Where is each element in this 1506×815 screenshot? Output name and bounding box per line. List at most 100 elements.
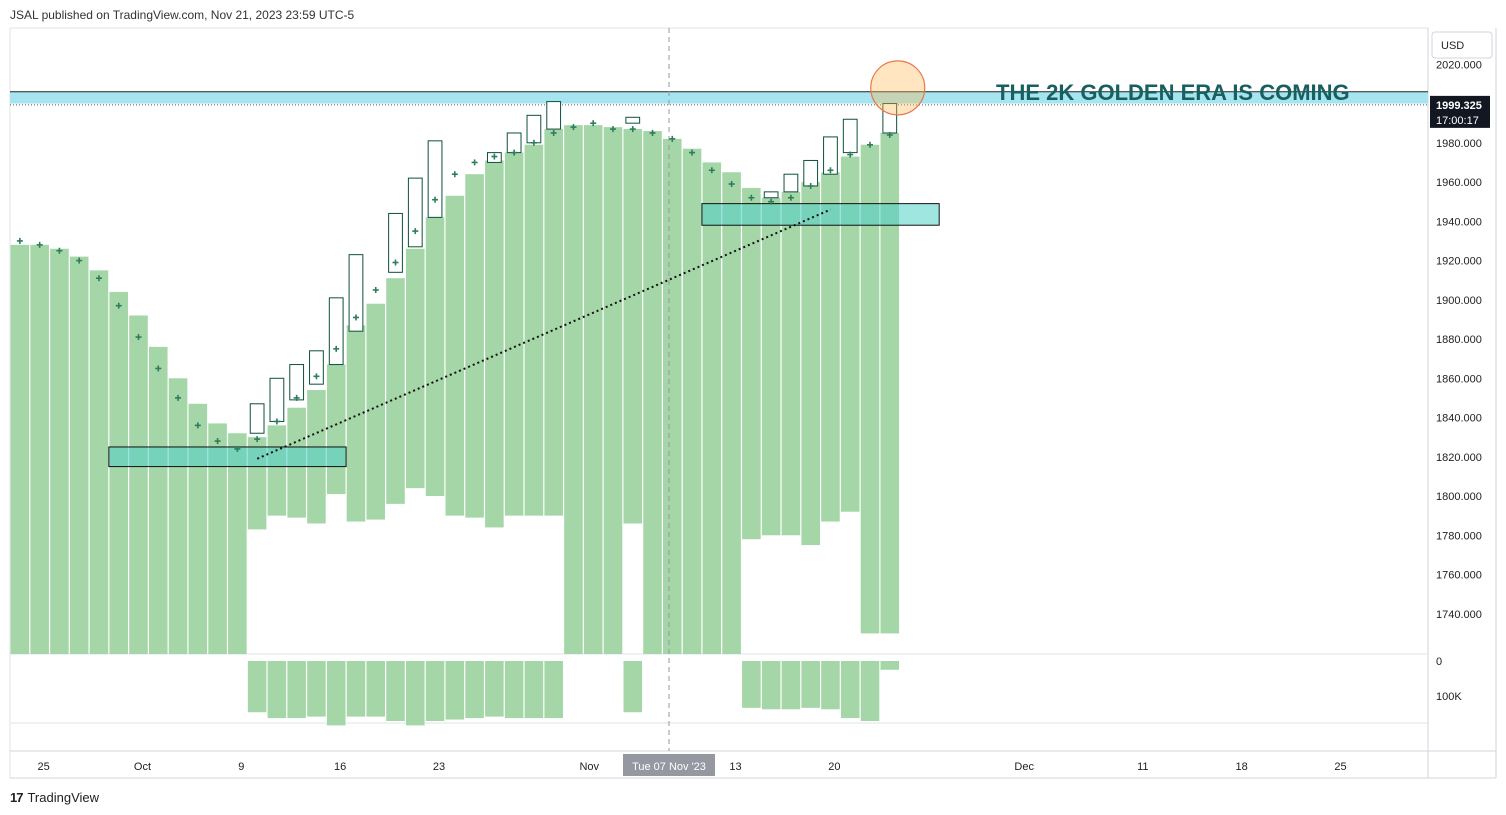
bar-16 [326,364,346,495]
bar-27 [544,129,563,516]
plus-mark-11 [234,445,241,452]
date-tick-0: 25 [37,761,49,773]
plus-mark-40 [807,182,814,189]
plus-mark-8 [175,394,182,401]
bar-26 [524,144,544,516]
volume-bar-19 [386,661,405,721]
volume-bar-41 [821,661,840,710]
plus-mark-7 [155,365,162,372]
bar-25 [504,152,524,516]
price-tick-10: 1800.000 [1436,491,1482,503]
bar-7 [148,346,168,654]
price-tick-2: 1960.000 [1436,177,1482,189]
bar-23 [465,174,484,518]
bar-39 [781,191,801,536]
plus-mark-27 [550,129,557,136]
plus-mark-29 [590,120,597,127]
bar-34 [682,148,702,654]
candle-4 [328,297,344,366]
plus-mark-22 [451,171,458,178]
bar-40 [801,182,820,546]
current-price-value: 1999.325 [1436,100,1482,112]
currency-button[interactable] [1431,31,1493,59]
plus-mark-3 [76,257,83,264]
bar-2 [50,248,69,655]
bar-21 [425,217,445,497]
volume-bar-42 [840,661,860,719]
candle-5 [348,254,364,332]
plus-mark-32 [649,129,656,136]
candle-7 [407,177,423,248]
plus-mark-42 [847,151,854,158]
bar-30 [603,127,623,654]
date-tick-4: 23 [433,761,445,773]
highlight-ring [870,60,926,116]
candle-13 [625,116,641,124]
plus-mark-31 [629,126,636,133]
candle-0 [249,403,265,434]
plus-mark-13 [273,418,280,425]
bar-41 [821,172,840,522]
bar-0 [10,244,30,654]
volume-bar-38 [761,661,781,710]
bar-1 [30,244,49,654]
plus-mark-15 [313,373,320,380]
price-tick-0: 2020.000 [1436,59,1482,71]
plus-mark-38 [768,198,775,205]
tradingview-logo-icon: 17 [10,790,24,805]
bar-3 [69,256,89,654]
plus-mark-37 [748,194,755,201]
price-tick-5: 1900.000 [1436,295,1482,307]
bar-22 [445,195,465,516]
bar-28 [564,125,583,654]
bar-11 [228,433,247,654]
price-tick-8: 1840.000 [1436,413,1482,425]
volume-bar-18 [366,661,386,717]
date-tick-8: Dec [1014,761,1034,773]
plus-mark-10 [214,438,221,445]
currency-label: USD [1441,40,1464,52]
volume-bar-15 [307,661,326,717]
price-tick-13: 1740.000 [1436,609,1482,621]
bar-8 [168,378,188,654]
bar-10 [208,423,227,654]
plus-mark-44 [886,131,893,138]
bar-18 [366,303,386,520]
volume-bar-44 [880,661,900,670]
candle-8 [427,140,443,218]
plus-mark-41 [827,167,834,174]
candle-11 [526,114,542,144]
volume-bar-25 [504,661,524,719]
plus-mark-16 [333,345,340,352]
volume-bar-16 [326,661,346,726]
candle-12 [546,101,562,130]
plus-mark-26 [530,139,537,146]
plus-mark-21 [432,196,439,203]
bar-29 [583,125,603,654]
bar-13 [267,425,287,516]
plus-mark-39 [787,194,794,201]
plus-mark-36 [728,181,735,188]
plus-mark-9 [194,422,201,429]
price-tick-4: 1920.000 [1436,256,1482,268]
plus-mark-5 [115,302,122,309]
bar-36 [722,172,741,654]
plus-mark-12 [254,436,261,443]
plus-mark-23 [471,159,478,166]
bar-24 [485,160,504,528]
plus-mark-6 [135,334,142,341]
cursor-date-label: Tue 07 Nov '23 [632,761,706,773]
date-tick-1: Oct [134,761,151,773]
price-label-box [1430,95,1490,128]
bar-17 [346,325,366,522]
cursor-date-badge: Tue 07 Nov '23 [623,754,715,776]
bar-35 [702,162,722,654]
bar-33 [663,138,682,654]
support-zone-0 [108,446,347,468]
volume-bar-21 [425,661,445,721]
plus-mark-43 [866,141,873,148]
volume-bar-12 [247,661,267,713]
plus-mark-28 [570,124,577,131]
bar-42 [840,156,860,512]
